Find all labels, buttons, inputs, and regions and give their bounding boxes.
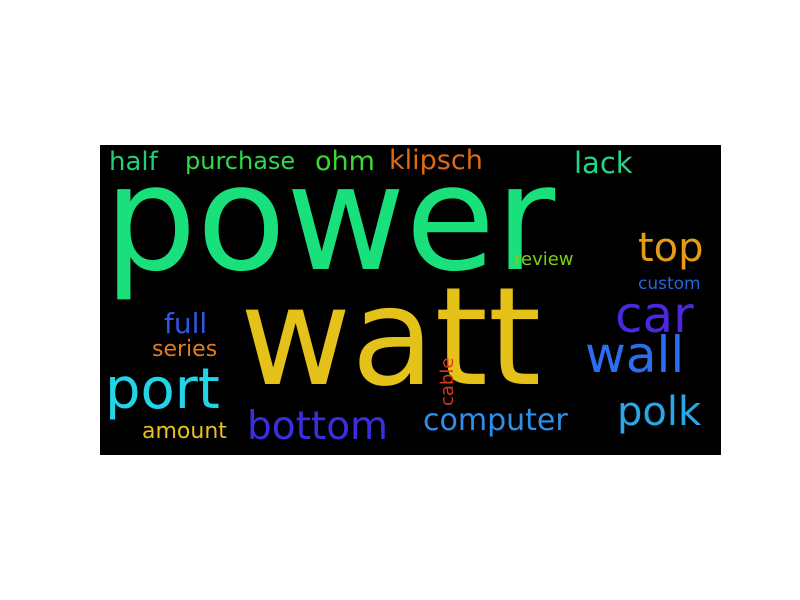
word-purchase: purchase <box>185 147 296 175</box>
word-car: car <box>615 286 694 344</box>
word-custom: custom <box>638 274 701 294</box>
word-wall: wall <box>585 326 685 384</box>
word-klipsch: klipsch <box>389 145 483 176</box>
word-power: power <box>104 145 556 304</box>
word-top: top <box>638 225 704 271</box>
word-ohm: ohm <box>315 146 375 177</box>
word-series: series <box>152 337 218 362</box>
word-amount: amount <box>142 419 227 444</box>
word-bottom: bottom <box>247 404 389 449</box>
word-port: port <box>105 357 220 422</box>
word-half: half <box>109 147 158 177</box>
word-polk: polk <box>617 389 702 435</box>
word-review: review <box>514 249 574 270</box>
word-computer: computer <box>423 403 568 438</box>
word-watt: watt <box>240 259 542 417</box>
word-full: full <box>164 307 208 340</box>
word-lack: lack <box>574 146 633 180</box>
word-cloud: power watt port bottom wall car top polk… <box>100 145 721 455</box>
word-cable: cable <box>437 357 458 406</box>
